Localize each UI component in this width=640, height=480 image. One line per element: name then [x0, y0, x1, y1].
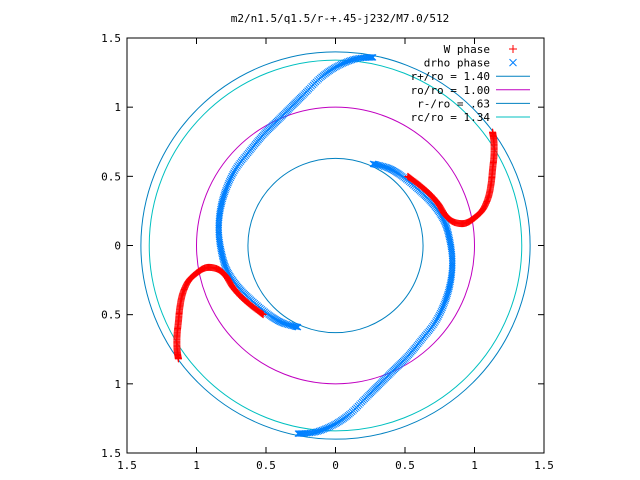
marker-plus-0-168 [404, 172, 412, 180]
marker-cross-1-111 [435, 313, 442, 320]
x-tick-label: 1 [193, 459, 200, 472]
series-drho-phase [215, 54, 456, 437]
marker-cross-0-119 [222, 185, 230, 192]
circle-series-3 [148, 59, 523, 432]
marker-cross-1-116 [439, 304, 446, 312]
y-tick-label: 0.5 [101, 170, 121, 183]
marker-cross-1-109 [433, 316, 440, 324]
marker-cross-0-114 [226, 176, 234, 183]
x-tick-label: 1 [471, 459, 478, 472]
plot-area [140, 51, 531, 440]
legend-label: r+/ro = 1.40 [411, 70, 490, 83]
marker-cross-0-117 [224, 181, 232, 189]
x-tick-label: 1.5 [534, 459, 554, 472]
marker-cross-1-110 [434, 314, 441, 322]
marker-cross-0-228 [294, 323, 302, 331]
marker-cross-1-226 [371, 160, 379, 168]
series-w-phase [173, 128, 498, 363]
marker-cross-1-112 [435, 311, 443, 319]
legend-marker-plus [509, 45, 517, 53]
x-tick-label: 0 [332, 459, 339, 472]
legend-label: r-/ro = .63 [417, 97, 490, 110]
marker-cross-0-112 [228, 172, 236, 180]
marker-cross-1-228 [369, 160, 377, 168]
marker-cross-1-115 [438, 306, 446, 313]
x-tick-label: 0.5 [395, 459, 415, 472]
x-tick-label: 1.5 [117, 459, 137, 472]
legend-label: rc/ro = 1.34 [411, 111, 491, 124]
y-tick-label: 1 [114, 101, 121, 114]
marker-cross-1-114 [437, 308, 445, 315]
legend-label: ro/ro = 1.00 [411, 84, 490, 97]
marker-cross-0-226 [292, 323, 300, 331]
axis-ticks: 1.5 1 0.5 0 0.5 1 1.51.510.500.511.5 [101, 32, 554, 472]
y-tick-label: 1.5 [101, 447, 121, 460]
chart-title: m2/n1.5/q1.5/r-+.45-j232/M7.0/512 [231, 12, 450, 25]
y-tick-label: 1.5 [101, 32, 121, 45]
marker-cross-0-110 [230, 169, 237, 177]
legend-label: drho phase [424, 57, 490, 70]
circle-series-2 [247, 157, 424, 334]
marker-cross-0-113 [227, 174, 235, 182]
marker-cross-0-109 [231, 167, 238, 175]
y-tick-label: 1 [114, 378, 121, 391]
marker-cross-0-111 [229, 171, 236, 178]
marker-cross-0-118 [223, 183, 231, 191]
marker-cross-1-118 [440, 300, 448, 308]
marker-cross-1-117 [439, 302, 447, 310]
marker-cross-0-116 [225, 179, 232, 187]
marker-cross-1-113 [436, 309, 444, 317]
legend-marker-cross [509, 58, 517, 67]
marker-cross-0-115 [225, 178, 233, 185]
x-tick-label: 0.5 [256, 459, 276, 472]
marker-cross-1-119 [441, 299, 449, 306]
y-tick-label: 0.5 [101, 309, 121, 322]
circle-series-0 [140, 51, 531, 440]
circle-series-1 [196, 106, 475, 385]
legend-label: W phase [444, 43, 490, 56]
marker-plus-1-168 [259, 311, 267, 319]
y-tick-label: 0 [114, 240, 121, 253]
